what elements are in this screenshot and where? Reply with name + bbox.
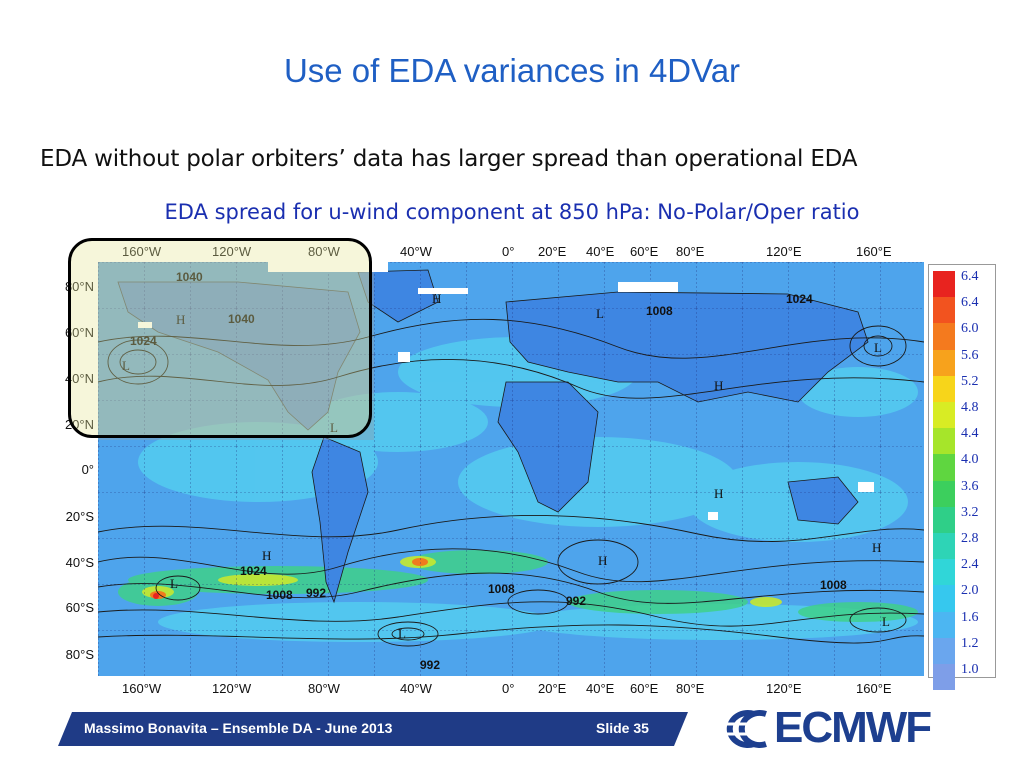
colorbar-label: 6.0 bbox=[961, 321, 979, 337]
pressure-center-low: L bbox=[122, 358, 130, 373]
pressure-center-high: H bbox=[262, 548, 272, 563]
figure-caption: EDA spread for u-wind component at 850 h… bbox=[164, 200, 860, 224]
lon-label-bottom: 20°E bbox=[538, 681, 567, 696]
lon-label-top: 80°W bbox=[308, 244, 340, 259]
lat-label: 20°S bbox=[65, 509, 94, 524]
lon-label-bottom: 160°E bbox=[856, 681, 892, 696]
colorbar-label: 2.8 bbox=[961, 531, 979, 546]
pressure-center-high: H bbox=[714, 486, 724, 501]
lat-label: 40°N bbox=[64, 371, 94, 386]
colorbar-label: 3.6 bbox=[961, 478, 979, 494]
colorbar-swatch bbox=[933, 664, 955, 691]
lon-label-top: 80°E bbox=[676, 244, 705, 259]
spread-ratio-map bbox=[98, 262, 924, 676]
pressure-center-high: H bbox=[598, 553, 608, 568]
pressure-center-low: L bbox=[170, 576, 178, 591]
colorbar-swatch bbox=[933, 271, 955, 298]
lat-label: 60°N bbox=[64, 325, 94, 340]
colorbar-swatch bbox=[933, 375, 955, 402]
lon-label-top: 160°W bbox=[122, 244, 162, 259]
pressure-center-high: H bbox=[176, 312, 186, 327]
lon-label-bottom: 40°W bbox=[400, 681, 432, 696]
contour-label: 1024 bbox=[130, 334, 157, 348]
colorbar-label: 4.0 bbox=[961, 452, 979, 468]
contour-label: 1008 bbox=[266, 588, 293, 602]
lon-label-bottom: 40°E bbox=[586, 681, 615, 696]
lon-label-top: 40°E bbox=[586, 244, 615, 259]
lon-label-bottom: 160°W bbox=[122, 681, 162, 696]
lon-label-bottom: 0° bbox=[502, 681, 515, 696]
lat-label: 0° bbox=[81, 462, 94, 477]
colorbar-legend: 6.4 6.4 6.0 5.6 5.2 4.8 4.4 4.0 3.6 3.2 2.8 2.4 2.0 1… bbox=[928, 264, 996, 691]
slide-number: Slide 35 bbox=[596, 720, 649, 736]
lon-label-bottom: 120°W bbox=[212, 681, 252, 696]
lon-label-top: 20°E bbox=[538, 244, 567, 259]
north-america-highlight-box bbox=[68, 238, 372, 438]
lat-label: 40°S bbox=[65, 555, 94, 570]
slide-title: Use of EDA variances in 4DVar bbox=[283, 52, 741, 89]
colorbar-swatch bbox=[933, 533, 955, 560]
lat-label: 60°S bbox=[65, 600, 94, 615]
lon-label-bottom: 80°E bbox=[676, 681, 705, 696]
colorbar-label: 1.2 bbox=[961, 635, 979, 651]
contour-label: 1008 bbox=[820, 578, 847, 592]
pressure-center-high: H bbox=[872, 540, 882, 555]
colorbar-swatch bbox=[933, 323, 955, 350]
colorbar-swatch bbox=[933, 559, 955, 586]
colorbar-label: 2.4 bbox=[961, 557, 979, 573]
pressure-center-low: L bbox=[882, 614, 890, 629]
lat-label: 80°N bbox=[64, 279, 94, 294]
lon-label-top: 120°W bbox=[212, 244, 252, 259]
lon-label-top: 120°E bbox=[766, 244, 802, 259]
colorbar-label: 6.4 bbox=[961, 269, 979, 284]
colorbar-swatch bbox=[933, 611, 955, 638]
pressure-center-low: L bbox=[874, 340, 882, 355]
slide-subtitle: EDA without polar orbiters’ data has lar… bbox=[40, 146, 858, 172]
colorbar-swatch bbox=[933, 428, 955, 455]
colorbar-swatch bbox=[933, 506, 955, 533]
ecmwf-logo-text: ECMWF bbox=[774, 703, 932, 752]
footer-author-text: Massimo Bonavita – Ensemble DA - June 20… bbox=[84, 720, 393, 736]
contour-label: 1024 bbox=[786, 292, 813, 306]
colorbar-swatch bbox=[933, 454, 955, 481]
colorbar-swatch bbox=[933, 585, 955, 612]
colorbar-label: 1.0 bbox=[961, 662, 979, 677]
contour-label: 1040 bbox=[176, 270, 203, 284]
colorbar-swatch bbox=[933, 480, 955, 507]
pressure-center-low: L bbox=[596, 306, 604, 321]
colorbar-label: 1.6 bbox=[961, 609, 979, 625]
pressure-center-low: L bbox=[398, 626, 406, 641]
pressure-center-high: H bbox=[714, 378, 724, 393]
colorbar-swatch bbox=[933, 297, 955, 324]
ecmwf-logo-icon bbox=[722, 710, 780, 748]
colorbar-label: 5.2 bbox=[961, 373, 979, 389]
lon-label-top: 40°W bbox=[400, 244, 432, 259]
contour-label: 1024 bbox=[240, 564, 267, 578]
pressure-center-high: H bbox=[432, 291, 442, 306]
colorbar-label: 3.2 bbox=[961, 504, 979, 520]
lon-label-bottom: 60°E bbox=[630, 681, 659, 696]
contour-label: 992 bbox=[420, 658, 441, 672]
lat-label: 80°S bbox=[65, 647, 94, 662]
colorbar-swatch bbox=[933, 637, 955, 664]
colorbar-label: 4.8 bbox=[961, 400, 979, 415]
colorbar-label: 5.6 bbox=[961, 347, 979, 363]
lon-label-bottom: 80°W bbox=[308, 681, 340, 696]
lon-label-top: 0° bbox=[502, 244, 515, 259]
contour-label: 1008 bbox=[646, 304, 673, 318]
pressure-center-low: L bbox=[330, 420, 338, 435]
lon-label-bottom: 120°E bbox=[766, 681, 802, 696]
lon-label-top: 60°E bbox=[630, 244, 659, 259]
footer-bar bbox=[58, 712, 688, 746]
colorbar-label: 6.4 bbox=[961, 295, 979, 311]
lon-label-top: 160°E bbox=[856, 244, 892, 259]
contour-label: 1040 bbox=[228, 312, 255, 326]
colorbar-swatch bbox=[933, 349, 955, 376]
contour-label: 1008 bbox=[488, 582, 515, 596]
colorbar-swatch bbox=[933, 402, 955, 429]
contour-label: 992 bbox=[566, 594, 587, 608]
contour-label: 992 bbox=[306, 586, 327, 600]
colorbar-label: 2.0 bbox=[961, 583, 979, 599]
colorbar-label: 4.4 bbox=[961, 426, 979, 442]
